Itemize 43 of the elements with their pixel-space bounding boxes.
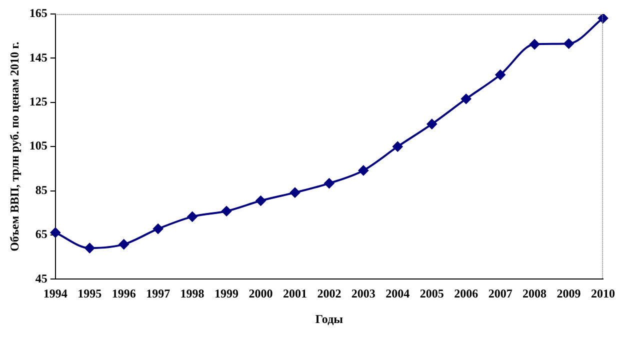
y-tick-label: 105 xyxy=(29,138,48,153)
point xyxy=(153,224,164,234)
x-tick-label: 2000 xyxy=(248,286,273,300)
x-tick-label: 1995 xyxy=(78,286,102,300)
x-tick-label: 1998 xyxy=(180,286,204,300)
x-axis-title: Годы xyxy=(315,312,344,326)
point xyxy=(324,178,334,188)
y-tick-label: 145 xyxy=(29,50,48,64)
y-tick-label: 45 xyxy=(35,271,48,286)
point xyxy=(358,165,368,176)
y-tick-label: 85 xyxy=(35,182,48,197)
x-tick-label: 2003 xyxy=(351,286,376,300)
x-tick-label: 1997 xyxy=(146,286,170,300)
x-tick-label: 1994 xyxy=(43,286,68,300)
point xyxy=(495,70,506,80)
y-tick-label: 65 xyxy=(35,227,48,242)
x-tick-label: 2007 xyxy=(488,286,512,300)
x-tick-label: 2008 xyxy=(522,286,547,300)
point xyxy=(256,196,266,206)
point xyxy=(530,39,540,50)
point xyxy=(50,228,60,238)
point xyxy=(222,206,232,216)
point xyxy=(598,14,608,24)
y-axis-title: Объем ВВП, трлн руб. по ценам 2010 г. xyxy=(7,42,22,252)
point xyxy=(461,94,472,104)
point xyxy=(118,239,129,250)
x-tick-label: 2004 xyxy=(386,286,410,300)
point xyxy=(426,119,437,130)
x-tick-label: 1999 xyxy=(214,286,239,300)
x-tick-label: 2001 xyxy=(282,286,307,300)
point xyxy=(392,142,403,152)
y-tick-label: 165 xyxy=(29,6,48,20)
x-tick-label: 2005 xyxy=(420,286,444,300)
point xyxy=(564,38,574,49)
x-tick-label: 2006 xyxy=(454,286,478,300)
x-tick-label: 1996 xyxy=(112,286,136,300)
x-tick-label: 2010 xyxy=(591,286,615,300)
y-tick-label: 125 xyxy=(29,94,48,108)
point xyxy=(187,212,198,222)
x-tick-label: 2009 xyxy=(556,286,581,300)
point xyxy=(84,243,95,254)
point xyxy=(290,188,300,198)
x-tick-label: 2002 xyxy=(317,286,342,300)
